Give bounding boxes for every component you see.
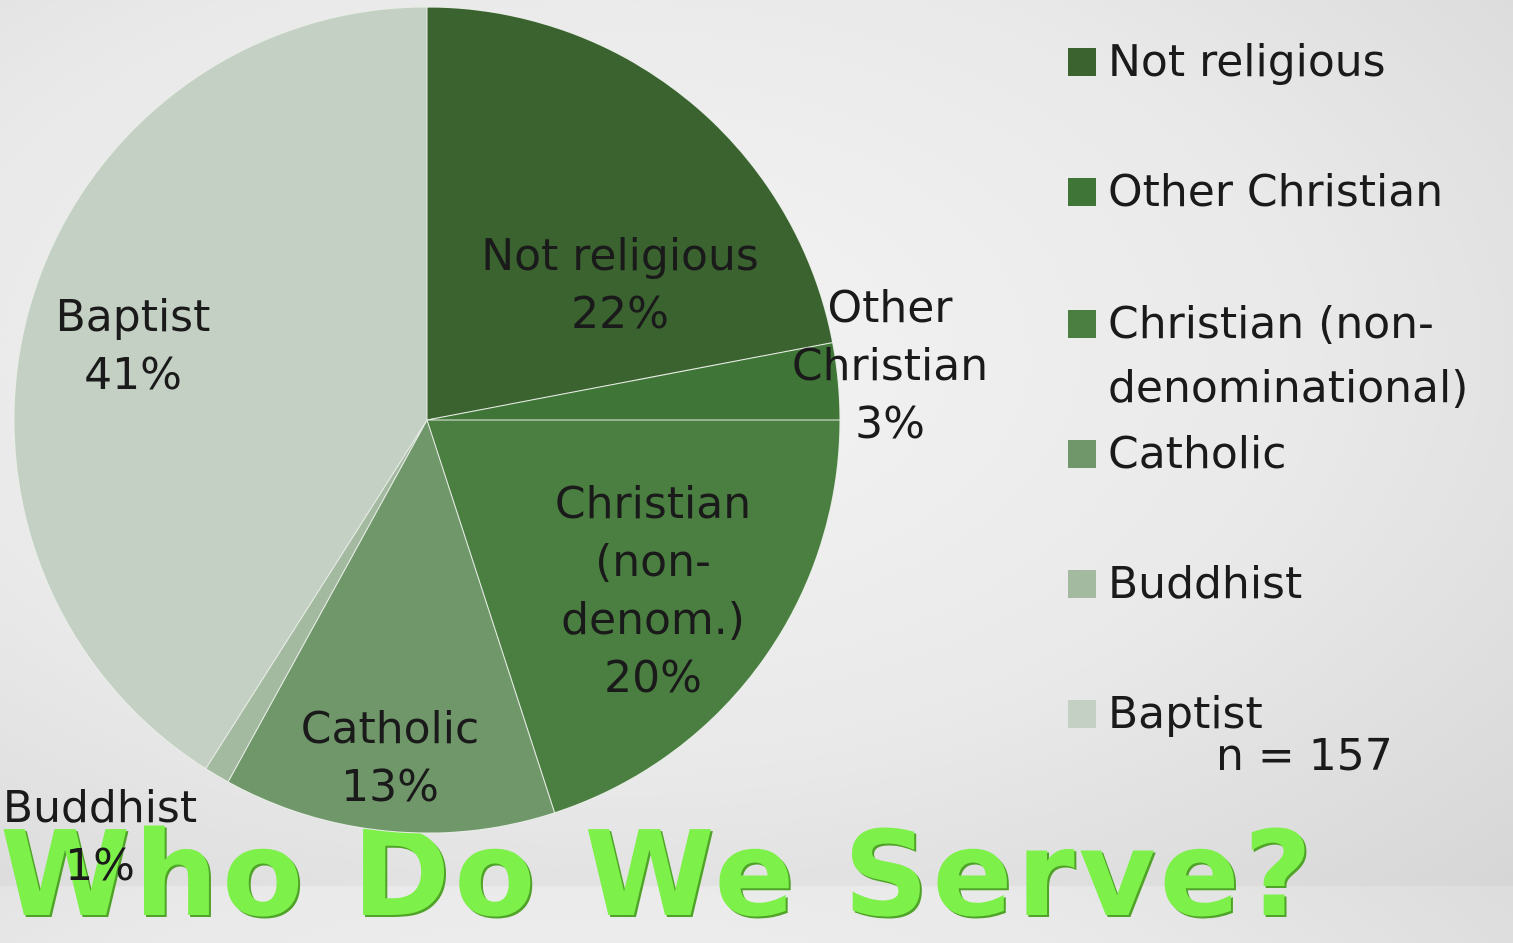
data-label-not-religious: Not religious 22%	[481, 230, 759, 339]
pie-chart: Not religious 22% Other Christian 3%Christia…	[3, 6, 988, 886]
data-label-catholic: Catholic 13%	[301, 703, 479, 812]
legend-label: Buddhist	[1108, 558, 1303, 609]
chart-legend: Not religious Other Christian Christian (n…	[1068, 0, 1513, 886]
legend-swatch	[1068, 178, 1096, 206]
data-label-buddhist: Buddhist 1%	[3, 782, 197, 886]
pie-slice-not-religious	[426, 6, 834, 421]
legend-swatch	[1068, 570, 1096, 598]
sample-size-note: n = 157	[1216, 730, 1393, 781]
data-label-baptist: Baptist 41%	[56, 291, 211, 400]
pie-slice-christian-non-denominational	[426, 419, 841, 814]
legend-label: Christian (non- denominational)	[1108, 298, 1469, 413]
legend-swatch	[1068, 700, 1096, 728]
pie-slice-catholic	[227, 418, 556, 834]
legend-label: Other Christian	[1108, 166, 1444, 217]
legend-label: Baptist	[1108, 688, 1263, 739]
legend-swatch	[1068, 48, 1096, 76]
data-label-other-christian: Other Christian 3%	[792, 282, 988, 449]
legend-label: Not religious	[1108, 36, 1386, 87]
legend-swatch	[1068, 440, 1096, 468]
pie-slice-baptist	[13, 6, 428, 770]
legend-swatch	[1068, 310, 1096, 338]
legend-label: Catholic	[1108, 428, 1287, 479]
data-label-christian-non-denominational: Christian (non-denom.) 20%	[555, 478, 751, 703]
